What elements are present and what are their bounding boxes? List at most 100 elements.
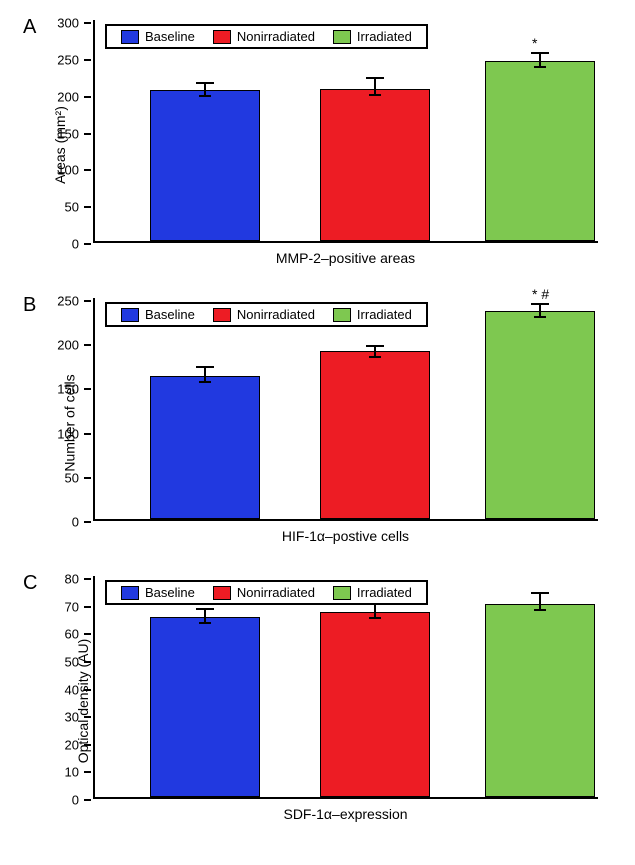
bar xyxy=(485,61,595,241)
error-cap-lower xyxy=(534,316,546,318)
legend-label: Irradiated xyxy=(357,585,412,600)
legend-item: Baseline xyxy=(121,29,195,44)
tick-label: 50 xyxy=(65,470,79,485)
bars-group: * # xyxy=(95,298,598,519)
bar xyxy=(320,612,430,797)
y-ticks: 050100150200250300 xyxy=(15,20,89,243)
legend-swatch xyxy=(121,30,139,44)
x-axis-label: HIF-1α–postive cells xyxy=(93,528,598,544)
plot-area: Baseline Nonirradiated Irradiated xyxy=(93,576,598,799)
tick-label: 150 xyxy=(57,382,79,397)
tick-mark xyxy=(84,689,91,691)
tick-mark xyxy=(84,744,91,746)
legend-item: Nonirradiated xyxy=(213,585,315,600)
legend-label: Baseline xyxy=(145,307,195,322)
tick-mark xyxy=(84,799,91,801)
tick-mark xyxy=(84,96,91,98)
tick-mark xyxy=(84,771,91,773)
x-axis-label: MMP-2–positive areas xyxy=(93,250,598,266)
tick-label: 40 xyxy=(65,682,79,697)
error-bar xyxy=(539,53,541,60)
bar xyxy=(150,376,260,519)
tick-mark xyxy=(84,206,91,208)
tick-mark xyxy=(84,169,91,171)
error-cap-lower xyxy=(369,94,381,96)
tick-mark xyxy=(84,388,91,390)
legend-label: Nonirradiated xyxy=(237,585,315,600)
legend-label: Baseline xyxy=(145,29,195,44)
error-cap xyxy=(196,608,214,610)
tick-label: 200 xyxy=(57,338,79,353)
error-cap-lower xyxy=(534,66,546,68)
legend-item: Baseline xyxy=(121,585,195,600)
legend-label: Nonirradiated xyxy=(237,29,315,44)
legend-item: Irradiated xyxy=(333,307,412,322)
error-bar xyxy=(204,609,206,617)
legend-label: Irradiated xyxy=(357,29,412,44)
error-bar xyxy=(539,593,541,604)
error-cap xyxy=(531,592,549,594)
legend-label: Nonirradiated xyxy=(237,307,315,322)
tick-mark xyxy=(84,22,91,24)
tick-mark xyxy=(84,606,91,608)
bar xyxy=(150,617,260,797)
tick-label: 300 xyxy=(57,16,79,31)
error-cap-lower xyxy=(199,95,211,97)
legend-swatch xyxy=(121,308,139,322)
legend-item: Irradiated xyxy=(333,29,412,44)
tick-mark xyxy=(84,578,91,580)
tick-label: 0 xyxy=(72,515,79,530)
tick-mark xyxy=(84,433,91,435)
error-bar xyxy=(539,304,541,311)
tick-label: 10 xyxy=(65,765,79,780)
bar xyxy=(320,351,430,519)
error-cap-lower xyxy=(534,609,546,611)
tick-label: 0 xyxy=(72,793,79,808)
legend-swatch xyxy=(333,30,351,44)
figure-container: AAreas (mm²)BaselineNonirradiatedIrradia… xyxy=(0,0,635,865)
tick-label: 50 xyxy=(65,654,79,669)
tick-label: 150 xyxy=(57,126,79,141)
error-cap xyxy=(531,52,549,54)
legend-swatch xyxy=(213,308,231,322)
bars-group: * xyxy=(95,20,598,241)
tick-mark xyxy=(84,59,91,61)
error-bar xyxy=(374,78,376,88)
legend-item: Irradiated xyxy=(333,585,412,600)
tick-label: 70 xyxy=(65,599,79,614)
tick-label: 250 xyxy=(57,294,79,309)
legend-swatch xyxy=(213,586,231,600)
tick-mark xyxy=(84,133,91,135)
error-cap-lower xyxy=(369,617,381,619)
tick-label: 20 xyxy=(65,737,79,752)
legend-swatch xyxy=(333,586,351,600)
legend-item: Nonirradiated xyxy=(213,307,315,322)
bar xyxy=(485,604,595,797)
legend-item: Baseline xyxy=(121,307,195,322)
tick-label: 60 xyxy=(65,627,79,642)
bars-group xyxy=(95,576,598,797)
tick-mark xyxy=(84,521,91,523)
tick-mark xyxy=(84,300,91,302)
legend-swatch xyxy=(333,308,351,322)
legend-swatch xyxy=(121,586,139,600)
bar xyxy=(485,311,595,519)
error-cap-lower xyxy=(199,622,211,624)
tick-mark xyxy=(84,477,91,479)
tick-mark xyxy=(84,344,91,346)
error-cap xyxy=(196,82,214,84)
tick-label: 30 xyxy=(65,710,79,725)
tick-mark xyxy=(84,716,91,718)
error-cap xyxy=(366,345,384,347)
plot-area: Baseline Nonirradiated Irradiated* # xyxy=(93,298,598,521)
legend-swatch xyxy=(213,30,231,44)
legend: Baseline Nonirradiated Irradiated xyxy=(105,24,428,49)
tick-mark xyxy=(84,243,91,245)
bar xyxy=(150,90,260,241)
error-bar xyxy=(204,83,206,90)
tick-label: 100 xyxy=(57,426,79,441)
bar xyxy=(320,89,430,241)
y-ticks: 01020304050607080 xyxy=(15,576,89,799)
legend-label: Irradiated xyxy=(357,307,412,322)
plot-area: Baseline Nonirradiated Irradiated* xyxy=(93,20,598,243)
